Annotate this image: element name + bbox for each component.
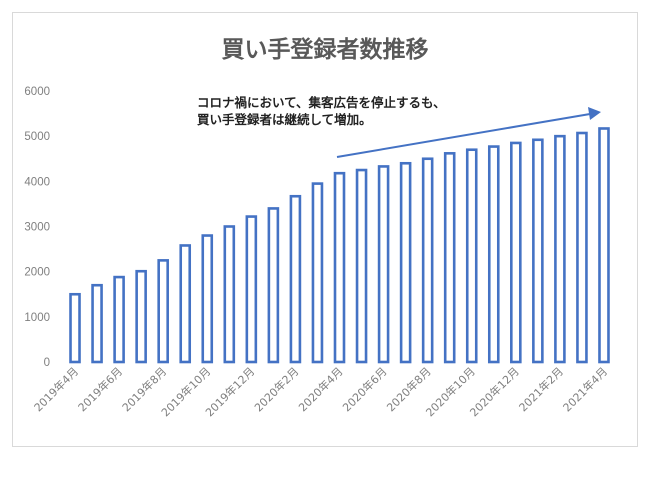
y-tick-label: 2000 <box>24 267 50 279</box>
bar <box>223 225 236 364</box>
bar <box>245 215 258 364</box>
annotation-text: コロナ禍において、集客広告を停止するも、 買い手登録者は継続して増加。 <box>197 94 446 128</box>
annotation-line-2: 買い手登録者は継続して増加。 <box>197 112 372 127</box>
x-tick-label: 2021年2月 <box>516 364 566 414</box>
x-tick-label: 2019年4月 <box>31 364 81 414</box>
bar <box>510 141 522 364</box>
bar <box>554 134 566 364</box>
x-tick-label: 2019年6月 <box>75 364 125 414</box>
bar <box>311 182 324 364</box>
bar <box>135 269 147 364</box>
bar <box>91 283 103 364</box>
bar <box>333 171 346 364</box>
chart-title: 買い手登録者数推移 <box>221 37 429 63</box>
x-tick-label: 2021年4月 <box>560 364 610 414</box>
trend-arrow-line <box>336 113 591 158</box>
x-tick-label: 2020年4月 <box>295 364 345 414</box>
bar <box>399 161 412 364</box>
bar <box>201 234 214 364</box>
y-tick-label: 6000 <box>24 86 50 98</box>
y-tick-label: 1000 <box>24 312 50 324</box>
bar <box>598 127 610 364</box>
bar <box>157 259 169 364</box>
x-tick-label: 2020年6月 <box>339 364 389 414</box>
bar <box>355 168 368 364</box>
bar <box>465 148 478 364</box>
bar <box>443 152 456 364</box>
y-tick-label: 3000 <box>24 222 50 234</box>
x-tick-label: 2020年2月 <box>251 364 301 414</box>
y-tick-label: 0 <box>44 357 50 369</box>
bar <box>179 244 192 364</box>
bar <box>113 275 125 364</box>
bar <box>532 138 544 364</box>
y-tick-label: 5000 <box>24 131 50 143</box>
y-tick-label: 4000 <box>24 176 50 188</box>
annotation-line-1: コロナ禍において、集客広告を停止するも、 <box>197 95 446 110</box>
bar <box>421 157 434 364</box>
bar <box>576 131 588 364</box>
bar <box>69 292 81 364</box>
bar <box>267 207 280 364</box>
trend-arrow-head <box>588 107 601 120</box>
bar <box>289 194 302 364</box>
bar <box>487 145 500 364</box>
bar <box>377 165 390 364</box>
